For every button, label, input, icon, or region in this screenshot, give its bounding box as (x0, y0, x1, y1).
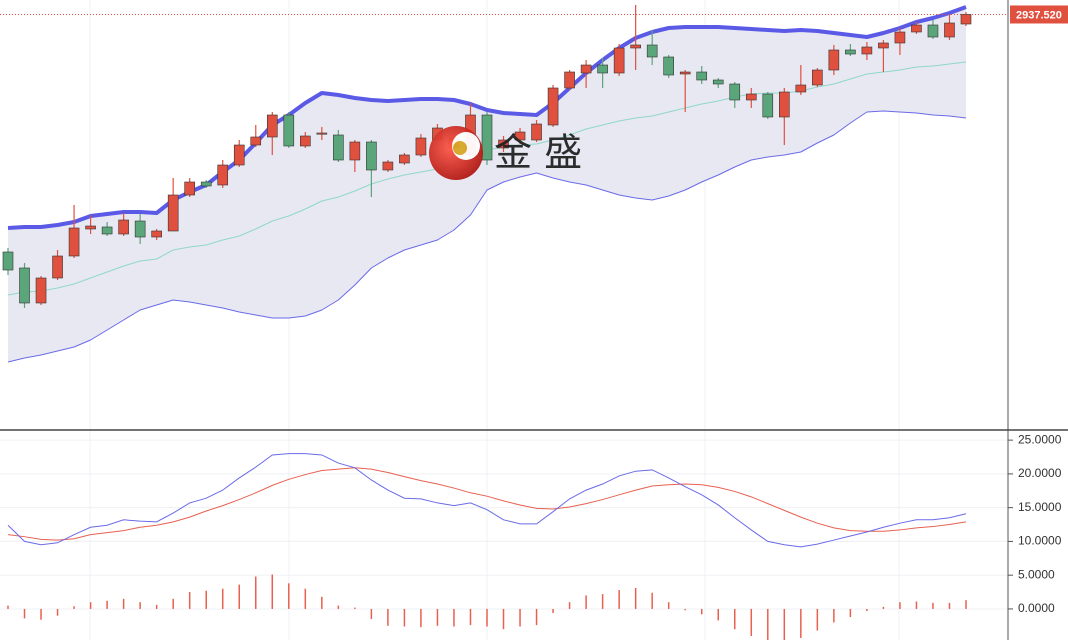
candle-body (2, 251, 14, 271)
candle-body (250, 136, 262, 146)
y-tick-label: 10.0000 (1018, 534, 1062, 548)
candle-body (19, 267, 30, 304)
candle-body (861, 46, 873, 55)
candle-body (333, 134, 344, 161)
candle-body (233, 144, 245, 166)
macd-panel (7, 453, 967, 640)
candle-body (613, 47, 625, 74)
candle-body (266, 114, 278, 138)
candle-body (167, 194, 179, 232)
candle-body (85, 225, 96, 230)
candle-body (663, 56, 674, 76)
candle-body (101, 226, 113, 235)
candle-body (878, 42, 889, 49)
candle-body (399, 154, 410, 164)
candle-body (712, 79, 724, 85)
price-panel (0, 5, 1008, 363)
dea-line (7, 467, 967, 541)
grid (0, 0, 1008, 640)
candle-body (382, 161, 394, 171)
dif-line (7, 453, 967, 548)
candle-body (35, 277, 47, 304)
last-price-label: 2937.520 (1016, 9, 1062, 21)
logo-dot (453, 141, 467, 155)
candle-body (679, 71, 691, 75)
candle-body (366, 141, 377, 171)
candle-body (845, 49, 856, 55)
candle-body (200, 181, 212, 187)
candle-body (316, 132, 328, 135)
candle-body (630, 44, 641, 49)
candle-body (779, 91, 790, 118)
candle-body (597, 64, 608, 74)
candle-body (134, 220, 146, 238)
candle-body (828, 49, 840, 71)
lower-band (7, 110, 967, 363)
y-tick-label: 15.0000 (1018, 500, 1062, 514)
candle-body (646, 44, 658, 58)
candle-body (762, 93, 774, 118)
candle-body (283, 114, 295, 147)
candle-body (531, 123, 542, 141)
candle-body (795, 84, 807, 93)
candle-body (415, 137, 427, 156)
candle-body (514, 131, 526, 141)
candle-body (812, 69, 823, 86)
candle-body (184, 181, 195, 196)
candle-body (52, 255, 63, 279)
candle-body (911, 24, 922, 33)
candle-body (481, 114, 493, 161)
candle-body (498, 139, 509, 149)
candle-body (944, 22, 955, 38)
candle-body (729, 83, 741, 101)
candle-body (300, 135, 311, 147)
candle-body (349, 141, 361, 161)
band-area (8, 7, 966, 362)
y-tick-label: 20.0000 (1018, 466, 1062, 480)
candle-body (894, 31, 906, 44)
last-price-box (1010, 5, 1068, 24)
y-tick-label: 5.0000 (1018, 567, 1055, 581)
candle-body (68, 227, 80, 257)
axis: 2937.520 25.0000 20.0000 15.0000 10.0000 5.00… (1008, 5, 1068, 615)
candle-body (217, 164, 229, 186)
candle-body (118, 219, 129, 235)
candle-body (696, 71, 708, 81)
candle-body (960, 14, 972, 25)
y-tick-label: 25.0000 (1018, 432, 1062, 446)
candle-body (547, 87, 559, 126)
candle-body (745, 93, 757, 101)
candle-body (580, 64, 592, 74)
candle-body (564, 71, 575, 89)
candle-body (151, 230, 162, 238)
y-tick-label: 0.0000 (1018, 601, 1055, 615)
candle-body (927, 24, 939, 38)
upper-band (7, 5, 967, 230)
watermark: 金 盛 (429, 126, 582, 180)
logo-text: 金 盛 (494, 131, 582, 175)
